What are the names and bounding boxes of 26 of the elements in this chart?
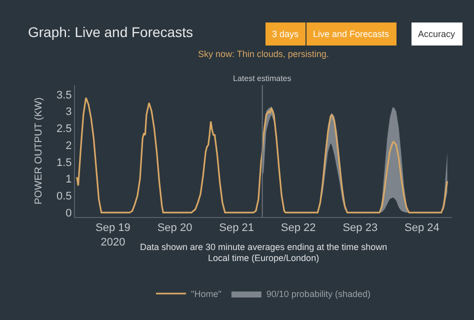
y-tick-label: 3 — [66, 106, 72, 118]
y-tick-label: 3.5 — [56, 89, 72, 102]
y-axis-title: POWER OUTPUT (KW) — [34, 97, 45, 205]
ref-line-label: Latest estimates — [233, 74, 292, 83]
text: 90/10 probability (shaded) — [266, 289, 370, 300]
text: 3 days — [272, 29, 300, 39]
x-tick-label: Sep 22 — [280, 222, 316, 234]
line-series — [76, 97, 448, 214]
text: Local time (Europe/London) — [208, 253, 320, 263]
x-tick-label: Sep 20 — [157, 222, 192, 234]
y-tick-label: 2 — [66, 140, 72, 152]
x-tick-label: Sep 24 — [404, 222, 440, 234]
y-tick-label: 1 — [66, 174, 72, 186]
legend-label: "Home" — [191, 289, 222, 300]
y-tick-label: 2.5 — [56, 123, 72, 136]
x-tick-label: Sep 23 — [342, 222, 378, 234]
y-tick-label: 1.5 — [56, 156, 72, 169]
y-tick-label: 0 — [66, 207, 72, 220]
x-tick-label: Sep 19 2020 — [96, 222, 130, 248]
y-tick-label: 0.5 — [56, 190, 72, 203]
chart-title: Graph: Live and Forecasts — [28, 24, 193, 40]
text: Accuracy — [418, 29, 456, 39]
x-tick-label: Sep 21 — [219, 222, 254, 234]
chart-subtitle: Sky now: Thin clouds, persisting. — [198, 49, 329, 59]
text: Live and Forecasts — [313, 29, 390, 39]
text: Data shown are 30 minute averages ending at the time shown — [140, 242, 388, 252]
